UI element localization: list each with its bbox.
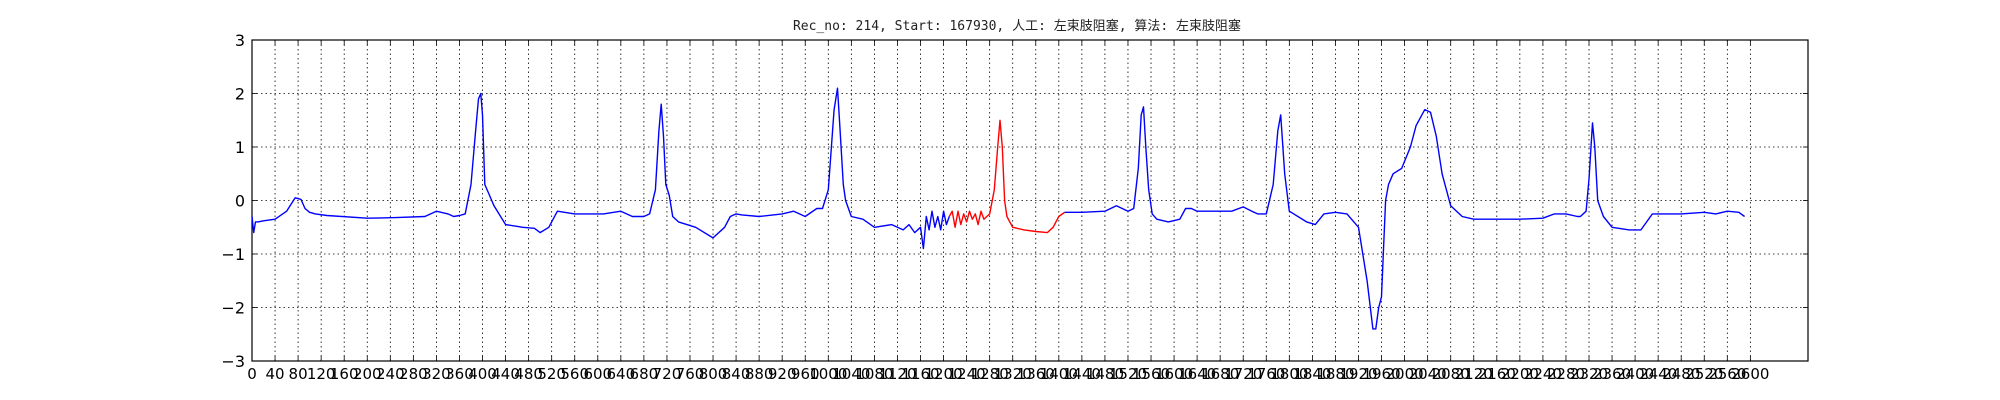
x-tick-label: 1320 xyxy=(994,365,1032,383)
x-tick-label: 1760 xyxy=(1247,365,1285,383)
x-tick-label: 80 xyxy=(289,365,308,383)
chart-title: Rec_no: 214, Start: 167930, 人工: 左束肢阻塞, 算… xyxy=(793,18,1241,34)
x-tick-label: 1360 xyxy=(1017,365,1055,383)
y-tick-label: −2 xyxy=(221,299,245,318)
x-tick-label: 2520 xyxy=(1685,365,1723,383)
x-tick-label: 2400 xyxy=(1616,365,1654,383)
series-layer xyxy=(251,87,1746,330)
x-tick-label: 600 xyxy=(583,365,612,383)
x-tick-label: 2240 xyxy=(1524,365,1562,383)
x-tick-label: 1280 xyxy=(971,365,1009,383)
grid-lines xyxy=(252,40,1808,361)
x-tick-label: 2440 xyxy=(1639,365,1677,383)
x-tick-label: 2000 xyxy=(1385,365,1423,383)
x-tick-label: 2120 xyxy=(1455,365,1493,383)
y-tick-label: 1 xyxy=(235,138,245,157)
x-tick-label: 2560 xyxy=(1708,365,1746,383)
x-tick-label: 2360 xyxy=(1593,365,1631,383)
x-tick-label: 2080 xyxy=(1432,365,1470,383)
x-tick-label: 120 xyxy=(307,365,336,383)
x-tick-label: 2600 xyxy=(1731,365,1769,383)
x-tick-label: 1600 xyxy=(1155,365,1193,383)
x-tick-label: 320 xyxy=(422,365,451,383)
x-tick-label: 280 xyxy=(399,365,428,383)
x-tick-label: 920 xyxy=(768,365,797,383)
y-tick-label: −1 xyxy=(221,245,245,264)
x-tick-label: 1200 xyxy=(924,365,962,383)
x-tick-label: 2280 xyxy=(1547,365,1585,383)
x-tick-label: 2040 xyxy=(1409,365,1447,383)
x-tick-label: 1080 xyxy=(855,365,893,383)
x-tick-label: 1400 xyxy=(1040,365,1078,383)
x-tick-label: 360 xyxy=(445,365,474,383)
ecg-series-1 xyxy=(251,87,950,250)
x-tick-label: 1000 xyxy=(809,365,847,383)
x-tick-label: 1640 xyxy=(1178,365,1216,383)
x-tick-label: 240 xyxy=(376,365,405,383)
x-tick-label: 840 xyxy=(722,365,751,383)
x-tick-label: 1800 xyxy=(1270,365,1308,383)
x-tick-label: 800 xyxy=(699,365,728,383)
x-axis-labels: 0 40 80 12016020024028032036040044048052056… xyxy=(247,365,1769,383)
x-tick-label: 1440 xyxy=(1063,365,1101,383)
x-tick-label: 1040 xyxy=(832,365,870,383)
ecg-series-3 xyxy=(1064,106,1746,330)
x-tick-label: 480 xyxy=(514,365,543,383)
y-tick-label: 3 xyxy=(235,31,245,50)
x-tick-label: 1720 xyxy=(1224,365,1262,383)
axis-ticks xyxy=(251,39,1808,362)
x-tick-label: 0 xyxy=(247,365,257,383)
x-tick-label: 1520 xyxy=(1109,365,1147,383)
x-tick-label: 880 xyxy=(745,365,774,383)
y-tick-label: 2 xyxy=(235,85,245,104)
x-tick-label: 200 xyxy=(353,365,382,383)
x-tick-label: 1160 xyxy=(901,365,939,383)
x-tick-label: 400 xyxy=(468,365,497,383)
x-tick-label: 1560 xyxy=(1132,365,1170,383)
x-tick-label: 160 xyxy=(330,365,359,383)
x-tick-label: 960 xyxy=(791,365,820,383)
x-tick-label: 520 xyxy=(537,365,566,383)
x-tick-label: 1920 xyxy=(1339,365,1377,383)
x-tick-label: 680 xyxy=(630,365,659,383)
x-tick-label: 2200 xyxy=(1501,365,1539,383)
x-tick-label: 1960 xyxy=(1362,365,1400,383)
x-tick-label: 40 xyxy=(266,365,285,383)
y-tick-label: 0 xyxy=(235,192,245,211)
x-tick-label: 1120 xyxy=(878,365,916,383)
x-tick-label: 560 xyxy=(560,365,589,383)
x-tick-label: 1240 xyxy=(948,365,986,383)
x-tick-label: 1480 xyxy=(1086,365,1124,383)
x-tick-label: 720 xyxy=(653,365,682,383)
x-tick-label: 760 xyxy=(676,365,705,383)
x-tick-label: 640 xyxy=(607,365,636,383)
y-tick-label: −3 xyxy=(221,352,245,371)
x-tick-label: 1880 xyxy=(1316,365,1354,383)
x-tick-label: 440 xyxy=(491,365,520,383)
y-axis-labels: 3 2 1 0 −1 −2 −3 xyxy=(221,31,245,371)
x-tick-label: 2320 xyxy=(1570,365,1608,383)
ecg-series-2 xyxy=(948,119,1066,234)
x-tick-label: 1840 xyxy=(1293,365,1331,383)
plot-area xyxy=(251,39,1809,362)
x-tick-label: 2480 xyxy=(1662,365,1700,383)
x-tick-label: 1680 xyxy=(1201,365,1239,383)
x-tick-label: 2160 xyxy=(1478,365,1516,383)
